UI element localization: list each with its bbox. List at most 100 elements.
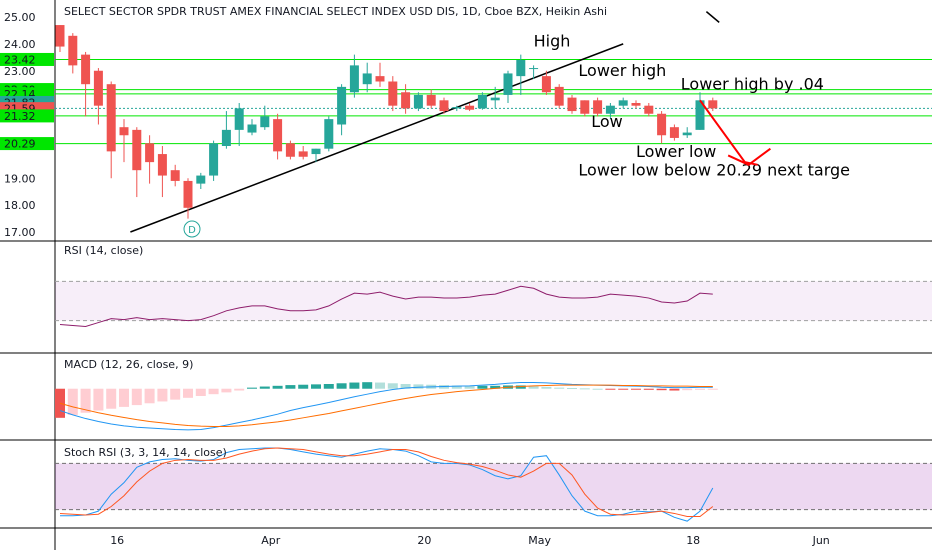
macd-histogram-bar xyxy=(541,386,552,389)
macd-histogram-bar xyxy=(707,388,718,390)
candle-body xyxy=(580,100,590,114)
candle-body xyxy=(708,100,718,109)
candle-body xyxy=(337,86,347,125)
candle-body xyxy=(247,124,257,133)
stoch-d-line xyxy=(59,447,714,518)
time-tick-label: Jun xyxy=(812,534,830,547)
price-level-tag xyxy=(0,52,54,66)
chart-annotation: Lower high xyxy=(578,61,666,80)
price-tick-label: 24.00 xyxy=(4,38,36,51)
candle-body xyxy=(388,81,398,106)
price-tick-label: 25.00 xyxy=(4,11,36,24)
macd-histogram-bar xyxy=(464,385,475,389)
candle-body xyxy=(221,129,231,146)
price-axis-background xyxy=(0,0,55,550)
candle-body xyxy=(426,94,436,106)
time-tick-label: 16 xyxy=(110,534,124,547)
candle-body xyxy=(682,132,692,136)
candle-body xyxy=(669,127,679,138)
macd-pane xyxy=(55,382,718,431)
time-axis: 16Apr20May18Jun15 xyxy=(110,534,830,547)
chart-annotation: Lower low xyxy=(636,142,716,161)
macd-histogram-bar xyxy=(349,382,360,389)
stoch-rsi-label: Stoch RSI (3, 3, 14, 14, close) xyxy=(64,446,227,459)
macd-histogram-bar xyxy=(234,388,245,391)
rsi-pane xyxy=(55,280,932,327)
candle-body xyxy=(439,100,449,112)
chart-annotation: Lower high by .04 xyxy=(681,75,824,94)
macd-histogram-bar xyxy=(131,388,142,406)
candle-body xyxy=(273,119,283,152)
price-tick-label: 23.00 xyxy=(4,65,36,78)
candle-body xyxy=(657,113,667,136)
macd-histogram-bar xyxy=(567,388,577,389)
macd-histogram-bar xyxy=(592,388,603,390)
candle-body xyxy=(260,116,270,128)
candle-body xyxy=(68,35,78,66)
chart-annotation: Lower low below 20.29 next targe xyxy=(578,161,850,180)
macd-histogram-bar xyxy=(669,388,680,391)
candle-body xyxy=(209,143,219,176)
price-level-tag-label: 23.42 xyxy=(4,53,36,66)
chart-title: SELECT SECTOR SPDR TRUST AMEX FINANCIAL … xyxy=(64,5,607,18)
candle-body xyxy=(234,108,244,130)
candle-body xyxy=(631,103,641,106)
rsi-line xyxy=(59,285,713,327)
candle-body xyxy=(375,76,385,82)
price-level-tag xyxy=(0,137,54,151)
candle-body xyxy=(170,170,180,181)
macd-histogram-bar xyxy=(375,382,385,389)
macd-histogram-bar xyxy=(259,386,270,389)
candle-body xyxy=(145,143,155,163)
stoch-band xyxy=(55,463,932,510)
price-level-tag xyxy=(0,109,54,123)
candle-body xyxy=(503,73,513,95)
candle-body xyxy=(132,129,142,171)
time-tick-label: 20 xyxy=(417,534,431,547)
candle-body xyxy=(477,94,487,109)
macd-histogram-bar xyxy=(490,385,501,389)
macd-histogram-bar xyxy=(208,388,219,395)
macd-histogram-bar xyxy=(106,388,117,409)
rsi-band xyxy=(55,281,932,321)
price-axis: 25.0024.0023.0019.0018.0017.0023.4222.30… xyxy=(0,11,54,239)
candles: D xyxy=(55,25,718,238)
macd-histogram-bar xyxy=(67,388,78,415)
chart-annotation: Low xyxy=(591,112,623,131)
macd-histogram-bar xyxy=(285,385,296,389)
candle-body xyxy=(567,97,577,112)
stoch-k-line xyxy=(60,447,714,522)
macd-histogram-bar xyxy=(695,388,705,390)
time-tick-label: Apr xyxy=(261,534,281,547)
macd-histogram-bar xyxy=(682,388,693,391)
candle-body xyxy=(183,180,193,208)
macd-histogram-bar xyxy=(413,384,424,389)
macd-histogram-bar xyxy=(119,388,129,407)
macd-histogram-bar xyxy=(311,384,321,389)
candle-body xyxy=(93,70,103,106)
descending-trend-line xyxy=(705,11,720,23)
macd-signal-line xyxy=(59,384,713,428)
trend-lines xyxy=(130,11,720,233)
candle-body xyxy=(529,68,539,70)
time-tick-label: May xyxy=(528,534,551,547)
candle-body xyxy=(311,148,321,155)
macd-histogram-bar xyxy=(144,388,155,404)
macd-histogram-bar xyxy=(515,385,526,389)
macd-histogram-bar xyxy=(400,384,411,389)
macd-histogram-bar xyxy=(323,384,334,389)
candle-body xyxy=(644,105,654,114)
macd-histogram-bar xyxy=(554,387,565,389)
macd-histogram-bar xyxy=(656,388,667,391)
candle-body xyxy=(349,65,359,93)
horizontal-levels xyxy=(55,58,932,145)
candle-body xyxy=(618,100,628,106)
macd-histogram-bar xyxy=(157,388,168,402)
candle-body xyxy=(490,97,500,101)
macd-histogram-bar xyxy=(387,383,398,389)
annotations: High Lower high Lower high by .04 Low Lower … xyxy=(534,32,850,180)
macd-histogram-bar xyxy=(221,388,232,393)
candle-body xyxy=(541,76,551,93)
candle-body xyxy=(465,105,475,110)
